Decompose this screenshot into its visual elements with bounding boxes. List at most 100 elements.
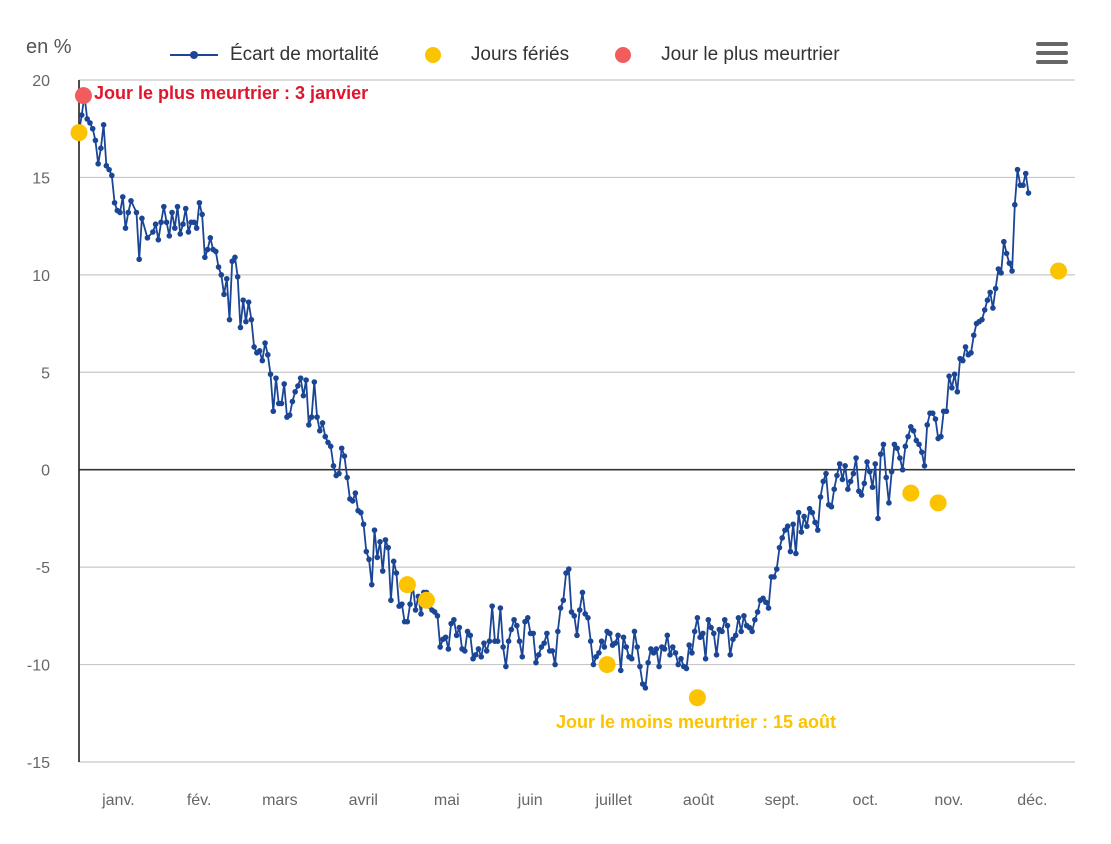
data-point[interactable] — [1006, 260, 1013, 266]
data-point[interactable] — [987, 289, 993, 296]
data-point[interactable] — [98, 145, 104, 151]
data-point[interactable] — [642, 685, 649, 691]
data-point[interactable] — [620, 634, 627, 641]
data-point[interactable] — [582, 611, 589, 617]
data-point[interactable] — [612, 640, 619, 646]
data-point[interactable] — [938, 433, 944, 440]
data-point[interactable] — [623, 644, 630, 650]
data-point[interactable] — [886, 500, 892, 506]
data-point[interactable] — [888, 468, 895, 475]
data-point[interactable] — [223, 275, 230, 282]
data-point[interactable] — [842, 463, 848, 469]
data-point[interactable] — [565, 566, 572, 572]
data-point[interactable] — [1025, 190, 1032, 196]
data-point[interactable] — [300, 392, 307, 399]
data-point[interactable] — [694, 615, 701, 621]
data-point[interactable] — [144, 235, 151, 241]
data-point[interactable] — [637, 663, 643, 670]
data-point[interactable] — [910, 427, 917, 434]
data-point[interactable] — [990, 305, 996, 311]
data-point[interactable] — [431, 609, 438, 615]
data-point[interactable] — [1014, 166, 1021, 173]
data-point[interactable] — [196, 199, 203, 206]
data-point[interactable] — [322, 433, 329, 440]
data-point[interactable] — [191, 219, 197, 226]
data-point[interactable] — [169, 209, 175, 216]
data-point[interactable] — [464, 628, 471, 635]
data-point[interactable] — [379, 568, 386, 574]
data-point[interactable] — [631, 628, 638, 635]
data-point[interactable] — [686, 642, 692, 648]
data-point[interactable] — [579, 589, 586, 596]
data-point[interactable] — [494, 638, 501, 644]
data-point[interactable] — [639, 681, 646, 687]
data-point[interactable] — [256, 348, 263, 354]
data-point[interactable] — [128, 198, 134, 204]
data-point[interactable] — [719, 628, 725, 635]
data-point[interactable] — [998, 270, 1004, 276]
data-point[interactable] — [650, 650, 657, 656]
data-point[interactable] — [804, 523, 810, 530]
data-point[interactable] — [295, 383, 301, 389]
data-point[interactable] — [265, 351, 271, 358]
data-point[interactable] — [697, 634, 703, 641]
data-point[interactable] — [568, 609, 575, 615]
data-point[interactable] — [902, 443, 909, 450]
data-point[interactable] — [150, 229, 156, 235]
data-point[interactable] — [949, 385, 955, 391]
data-point[interactable] — [1012, 201, 1018, 208]
data-point[interactable] — [248, 316, 255, 323]
data-point[interactable] — [771, 574, 777, 580]
data-point[interactable] — [765, 605, 772, 611]
data-point[interactable] — [385, 544, 391, 551]
data-point[interactable] — [234, 274, 241, 280]
data-point[interactable] — [790, 521, 796, 528]
data-point[interactable] — [675, 661, 682, 668]
data-point[interactable] — [702, 655, 709, 662]
data-point[interactable] — [913, 437, 920, 444]
data-point[interactable] — [1020, 182, 1026, 189]
data-point[interactable] — [382, 537, 389, 543]
data-point[interactable] — [84, 116, 91, 122]
data-point[interactable] — [708, 624, 714, 631]
data-point[interactable] — [470, 655, 476, 662]
data-point[interactable] — [738, 628, 744, 635]
data-point[interactable] — [856, 488, 862, 494]
data-point[interactable] — [363, 548, 370, 555]
data-point[interactable] — [314, 414, 320, 420]
data-point[interactable] — [399, 601, 405, 607]
data-point[interactable] — [303, 377, 309, 383]
data-point[interactable] — [814, 527, 821, 533]
data-point[interactable] — [891, 441, 898, 448]
data-point[interactable] — [678, 655, 684, 662]
data-point[interactable] — [281, 381, 288, 387]
data-point[interactable] — [749, 628, 755, 635]
data-point[interactable] — [541, 640, 547, 646]
data-point[interactable] — [960, 357, 966, 364]
data-point[interactable] — [1009, 268, 1015, 274]
data-point[interactable] — [653, 646, 660, 652]
data-point[interactable] — [932, 416, 939, 422]
data-point[interactable] — [319, 420, 326, 426]
data-point[interactable] — [563, 570, 569, 576]
data-point[interactable] — [267, 371, 274, 378]
holiday-marker[interactable] — [418, 591, 436, 609]
data-point[interactable] — [850, 470, 857, 477]
data-point[interactable] — [519, 653, 526, 660]
data-point[interactable] — [87, 120, 93, 126]
data-point[interactable] — [117, 209, 123, 216]
data-point[interactable] — [522, 618, 528, 625]
data-point[interactable] — [549, 648, 556, 654]
data-point[interactable] — [437, 644, 443, 650]
data-point[interactable] — [368, 581, 375, 588]
data-point[interactable] — [508, 626, 515, 633]
data-point[interactable] — [366, 556, 372, 563]
data-point[interactable] — [448, 620, 454, 627]
data-point[interactable] — [598, 638, 605, 644]
data-point[interactable] — [918, 449, 925, 455]
data-point[interactable] — [760, 595, 766, 602]
data-point[interactable] — [106, 166, 112, 173]
data-point[interactable] — [992, 285, 999, 292]
data-point[interactable] — [672, 650, 679, 656]
data-point[interactable] — [847, 478, 854, 485]
